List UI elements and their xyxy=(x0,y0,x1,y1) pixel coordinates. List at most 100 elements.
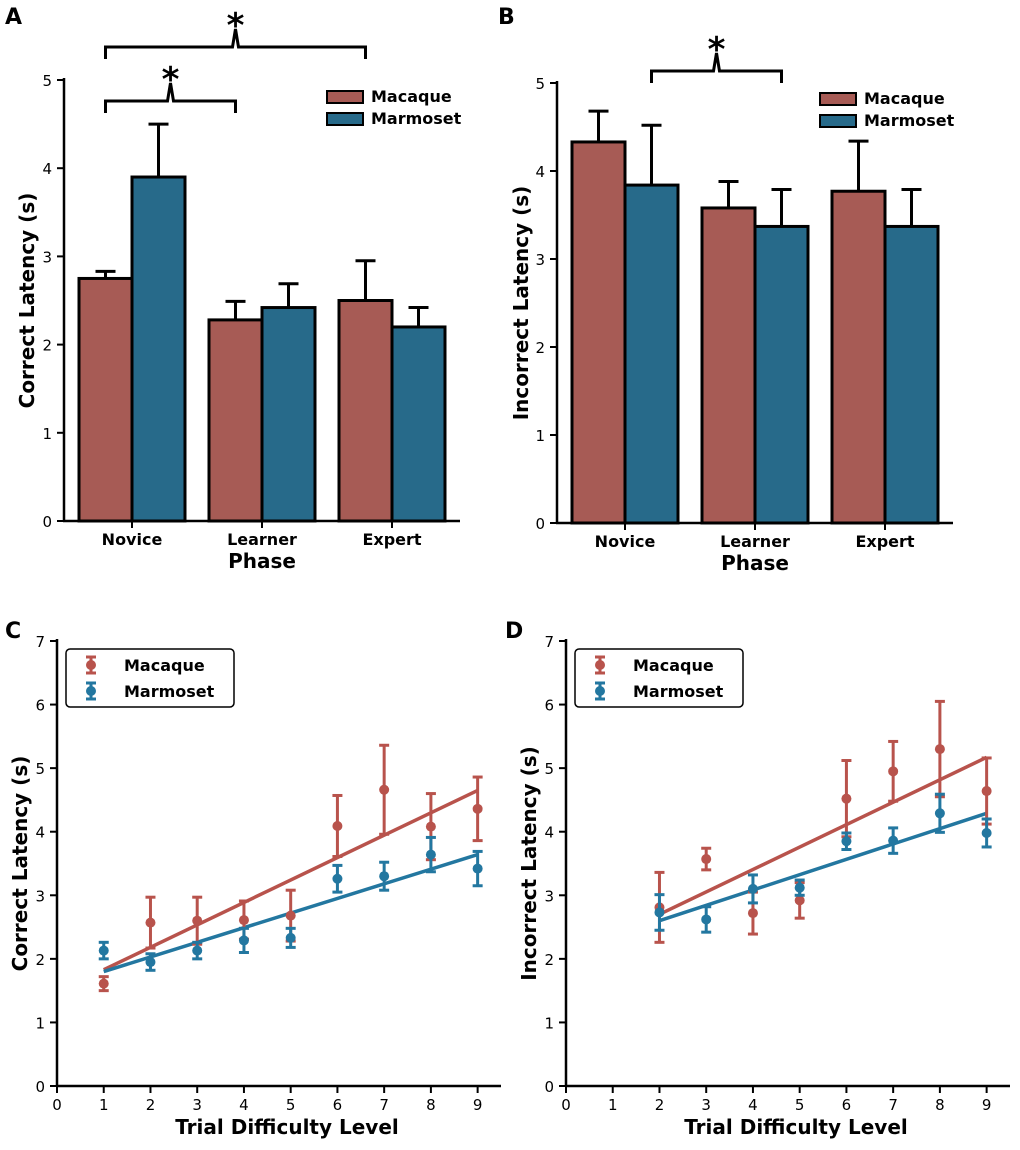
a-y-tick-label: 5 xyxy=(42,72,52,90)
d-x-tick-label: 6 xyxy=(842,1096,852,1114)
c-x-tick-label: 1 xyxy=(99,1096,109,1114)
panel-d-chart: 0 1 2 3 4 5 6 7 0 1 2 3 4 5 6 7 8 9 Trial Difficulty Level… xyxy=(517,633,1010,1139)
a-x-axis-title: Phase xyxy=(228,549,296,573)
c-point-marmoset xyxy=(425,849,436,860)
panel-c-chart: 0 1 2 3 4 5 6 7 0 1 2 3 4 5 6 7 8 9 Trial Difficulty Level… xyxy=(8,633,501,1139)
c-point-macaque xyxy=(98,978,109,989)
b-bar-marmoset-novice xyxy=(623,183,680,525)
d-y-tick-label: 0 xyxy=(544,1078,554,1096)
d-legend-marker-macaque xyxy=(595,660,605,670)
c-point-marmoset xyxy=(379,871,390,882)
c-point-marmoset xyxy=(285,932,296,943)
c-x-tick-label: 6 xyxy=(333,1096,343,1114)
d-point-macaque xyxy=(794,895,805,906)
c-y-axis-title: Correct Latency (s) xyxy=(8,756,32,972)
c-x-tick-label: 5 xyxy=(286,1096,296,1114)
b-legend-label-marmoset: Marmoset xyxy=(864,111,955,130)
c-legend-box xyxy=(65,648,235,708)
a-legend-label-macaque: Macaque xyxy=(371,87,452,106)
d-point-marmoset xyxy=(981,827,992,838)
a-bar-marmoset-learner xyxy=(260,306,317,523)
d-x-tick-label: 5 xyxy=(795,1096,805,1114)
b-bar-macaque-learner xyxy=(700,206,757,525)
b-y-tick-label: 5 xyxy=(535,75,545,93)
c-x-tick-label: 4 xyxy=(239,1096,249,1114)
d-point-macaque xyxy=(747,908,758,919)
c-x-tick-label: 3 xyxy=(192,1096,202,1114)
c-point-macaque xyxy=(192,915,203,926)
c-legend-marker-macaque xyxy=(86,660,96,670)
c-legend-label-marmoset: Marmoset xyxy=(124,682,215,701)
panel-letter-b: B xyxy=(498,5,515,30)
b-category-label: Expert xyxy=(855,532,914,551)
c-y-tick-label: 3 xyxy=(35,887,45,905)
c-fit-line-macaque xyxy=(102,788,479,972)
c-point-macaque xyxy=(332,820,343,831)
b-x-axis-title: Phase xyxy=(721,551,789,575)
a-y-tick-label: 2 xyxy=(42,337,52,355)
a-bar-macaque-novice xyxy=(77,276,134,523)
b-legend-label-macaque: Macaque xyxy=(864,89,945,108)
panel-a-chart: 0 1 2 3 4 5 Novice Learner Expert Phase Correct La… xyxy=(15,6,462,573)
c-x-tick-label: 8 xyxy=(426,1096,436,1114)
d-x-tick-label: 4 xyxy=(748,1096,758,1114)
c-x-tick-label: 9 xyxy=(473,1096,483,1114)
c-y-tick-label: 5 xyxy=(35,760,45,778)
panel-letter-c: C xyxy=(5,619,21,644)
panel-letter-d: D xyxy=(505,619,523,644)
a-significance-star: * xyxy=(227,6,245,46)
b-legend-swatch-marmoset xyxy=(819,114,857,128)
c-x-tick-label: 0 xyxy=(52,1096,62,1114)
b-significance-bracket xyxy=(650,52,783,83)
b-bar-marmoset-learner xyxy=(753,224,810,525)
d-point-marmoset xyxy=(934,808,945,819)
a-significance-star: * xyxy=(162,60,180,100)
b-y-axis-title: Incorrect Latency (s) xyxy=(509,186,533,421)
a-category-label: Expert xyxy=(362,530,421,549)
d-fit-line-macaque xyxy=(658,755,988,916)
panel-letter-a: A xyxy=(5,5,22,30)
d-y-tick-label: 5 xyxy=(544,760,554,778)
d-x-tick-label: 7 xyxy=(888,1096,898,1114)
a-significance-bracket xyxy=(104,82,237,113)
c-point-macaque xyxy=(285,910,296,921)
c-legend-marker-marmoset xyxy=(86,686,96,696)
a-y-tick-label: 0 xyxy=(42,513,52,531)
d-y-tick-label: 3 xyxy=(544,887,554,905)
c-point-marmoset xyxy=(98,945,109,956)
c-point-macaque xyxy=(145,917,156,928)
d-legend-label-marmoset: Marmoset xyxy=(633,682,724,701)
b-bar-macaque-novice xyxy=(570,140,627,525)
d-point-marmoset xyxy=(701,914,712,925)
d-point-macaque xyxy=(888,766,899,777)
d-point-macaque xyxy=(841,793,852,804)
b-bar-macaque-expert xyxy=(830,189,887,525)
c-point-marmoset xyxy=(332,873,343,884)
d-legend-marker-marmoset xyxy=(595,686,605,696)
panel-b-chart: 0 1 2 3 4 5 Novice Learner Expert Phase Incorrect … xyxy=(509,30,955,575)
b-y-tick-label: 3 xyxy=(535,251,545,269)
a-legend-label-marmoset: Marmoset xyxy=(371,109,462,128)
c-point-macaque xyxy=(472,803,483,814)
c-x-tick-label: 2 xyxy=(146,1096,156,1114)
a-legend-swatch-macaque xyxy=(326,90,364,104)
c-point-marmoset xyxy=(238,935,249,946)
c-point-macaque xyxy=(425,821,436,832)
d-x-axis-title: Trial Difficulty Level xyxy=(684,1115,908,1139)
b-category-label: Learner xyxy=(720,532,790,551)
b-y-tick-label: 1 xyxy=(535,427,545,445)
a-y-axis-title: Correct Latency (s) xyxy=(15,193,39,409)
d-y-tick-label: 6 xyxy=(544,697,554,715)
a-bar-marmoset-novice xyxy=(130,175,187,523)
d-point-marmoset xyxy=(841,836,852,847)
d-y-tick-label: 2 xyxy=(544,951,554,969)
c-y-tick-label: 7 xyxy=(35,633,45,651)
d-y-axis-title: Incorrect Latency (s) xyxy=(517,746,541,981)
c-y-tick-label: 0 xyxy=(35,1078,45,1096)
c-point-marmoset xyxy=(192,945,203,956)
d-point-marmoset xyxy=(654,907,665,918)
a-y-tick-label: 3 xyxy=(42,248,52,266)
b-y-tick-label: 0 xyxy=(535,515,545,533)
b-y-tick-label: 2 xyxy=(535,339,545,357)
